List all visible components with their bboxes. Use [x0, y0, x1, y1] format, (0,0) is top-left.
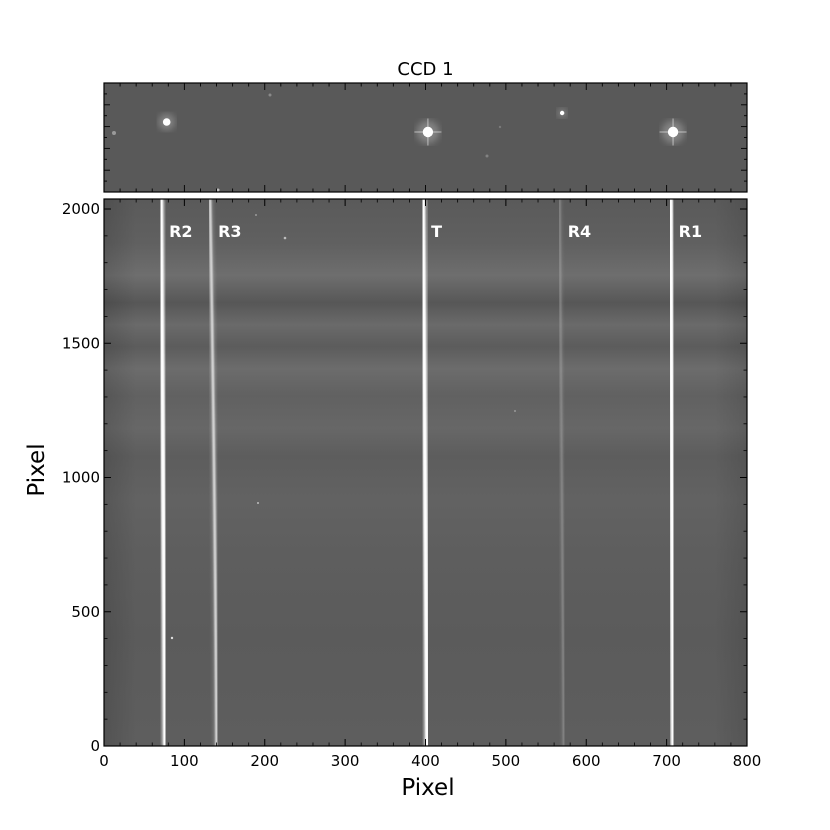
- top-panel-faint-sources: [112, 93, 502, 192]
- y-axis-title: Pixel: [24, 443, 50, 496]
- speck: [514, 410, 516, 412]
- spectrum-label: R2: [169, 222, 192, 241]
- speck: [170, 636, 174, 640]
- main-panel: 0 100 200 300 400 500 600 700 800 0 500 1000 1500 20…: [24, 198, 762, 801]
- faint-source: [268, 93, 272, 97]
- speck: [255, 214, 257, 216]
- spectrum-trace: [208, 199, 218, 746]
- spectrum-trace: [159, 199, 168, 746]
- speck: [257, 502, 259, 504]
- x-tick-label: 500: [492, 752, 521, 770]
- spectrum-trace: [558, 199, 565, 746]
- faint-source: [216, 188, 220, 192]
- y-tick-label: 0: [90, 737, 100, 755]
- x-tick-label: 700: [652, 752, 681, 770]
- y-tick-label: 1500: [62, 334, 100, 352]
- spectrum-trace: [421, 199, 430, 746]
- x-tick-label: 600: [572, 752, 601, 770]
- faint-source: [485, 154, 489, 158]
- y-tick-label: 2000: [62, 200, 100, 218]
- main-panel-specks: [170, 214, 516, 640]
- spectrum-label: T: [431, 222, 442, 241]
- spectrum-label: R1: [679, 222, 702, 241]
- speck: [283, 236, 287, 240]
- x-tick-label: 300: [331, 752, 360, 770]
- y-tick-label: 1000: [62, 469, 100, 487]
- y-tick-label: 500: [71, 603, 100, 621]
- top-panel: CCD 1: [103, 59, 748, 193]
- faint-source: [112, 131, 116, 135]
- x-tick-label: 400: [411, 752, 440, 770]
- spectrum-label: R4: [568, 222, 591, 241]
- x-tick-label: 100: [170, 752, 199, 770]
- star: [422, 126, 434, 138]
- star: [559, 110, 565, 116]
- spectrum-label: R3: [218, 222, 241, 241]
- faint-source: [498, 125, 502, 129]
- x-tick-label: 200: [250, 752, 279, 770]
- star: [667, 126, 679, 138]
- star: [162, 118, 171, 126]
- x-axis-title: Pixel: [401, 775, 454, 801]
- spectrum-trace: [668, 199, 676, 746]
- chart-title: CCD 1: [397, 59, 453, 80]
- x-tick-label: 800: [733, 752, 762, 770]
- x-tick-label: 0: [99, 752, 109, 770]
